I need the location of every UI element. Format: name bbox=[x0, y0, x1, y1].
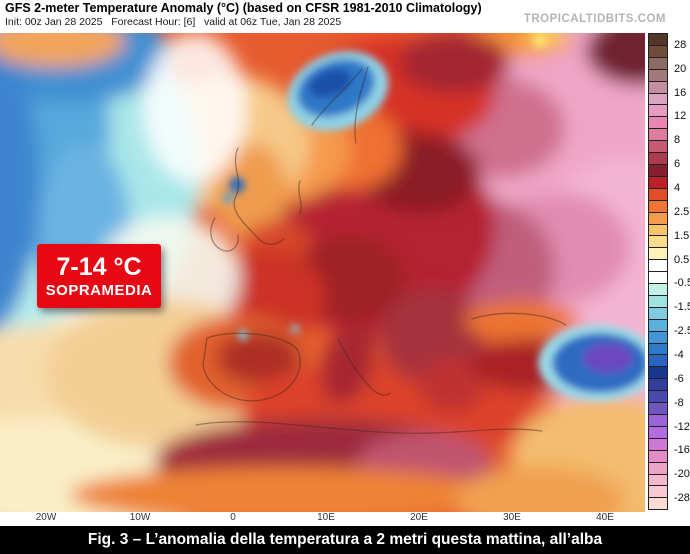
colorbar-segment bbox=[649, 331, 667, 344]
longitude-tick-label: 10E bbox=[317, 512, 335, 523]
colorbar-tick-label: 12 bbox=[674, 110, 687, 123]
temperature-colorbar: 28 20 16 12 8 6 4 2.5 1.5 0.5 -0.5 -1.5 -2.5 -4 -6 -8 -1… bbox=[648, 33, 690, 510]
colorbar-segment bbox=[649, 57, 667, 70]
colorbar-segment bbox=[649, 81, 667, 94]
colorbar-tick-label: 1.5 bbox=[674, 229, 690, 242]
map-title: GFS 2-meter Temperature Anomaly (°C) (ba… bbox=[5, 1, 482, 15]
colorbar-tick-label: 0.5 bbox=[674, 253, 690, 266]
colorbar-segment bbox=[649, 462, 667, 475]
colorbar-segment bbox=[649, 474, 667, 487]
europe-temperature-anomaly-map bbox=[0, 33, 645, 512]
colorbar-segment bbox=[649, 319, 667, 332]
colorbar-segment bbox=[649, 307, 667, 320]
tropicaltidbits-watermark: TROPICALTIDBITS.COM bbox=[523, 13, 666, 25]
colorbar-tick-label: -6 bbox=[674, 372, 684, 385]
colorbar-tick-label: -16 bbox=[674, 444, 690, 457]
colorbar-tick-label: -28 bbox=[674, 492, 690, 505]
colorbar-tick-label: 8 bbox=[674, 134, 681, 147]
colorbar-segment bbox=[649, 176, 667, 189]
colorbar-tick-label: -4 bbox=[674, 348, 684, 361]
colorbar-segment bbox=[649, 486, 667, 499]
colorbar-segment bbox=[649, 153, 667, 165]
colorbar-segment bbox=[649, 284, 667, 296]
colorbar-segment bbox=[649, 93, 667, 106]
colorbar-tick-label: -0.5 bbox=[674, 277, 690, 290]
colorbar-segments bbox=[648, 33, 668, 510]
colorbar-tick-label: 4 bbox=[674, 182, 681, 195]
figure-caption: Fig. 3 – L’anomalia della temperatura a … bbox=[0, 526, 690, 554]
longitude-tick-label: 10W bbox=[129, 512, 151, 523]
longitude-tick-label: 20E bbox=[410, 512, 428, 523]
colorbar-segment bbox=[649, 117, 667, 130]
colorbar-segment bbox=[649, 260, 667, 273]
colorbar-segment bbox=[649, 188, 667, 201]
colorbar-tick-label: -20 bbox=[674, 468, 690, 481]
colorbar-segment bbox=[649, 45, 667, 58]
colorbar-segment bbox=[649, 498, 667, 510]
colorbar-segment bbox=[649, 34, 667, 46]
colorbar-segment bbox=[649, 367, 667, 380]
colorbar-segment bbox=[649, 105, 667, 118]
colorbar-segment bbox=[649, 379, 667, 392]
colorbar-tick-label: 20 bbox=[674, 62, 687, 75]
colorbar-segment bbox=[649, 69, 667, 82]
colorbar-segment bbox=[649, 248, 667, 261]
colorbar-segment bbox=[649, 224, 667, 237]
map-init-valid-line: Init: 00z Jan 28 2025 Forecast Hour: [6]… bbox=[5, 16, 342, 28]
colorbar-tick-label: 16 bbox=[674, 86, 687, 99]
longitude-tick-label: 40E bbox=[596, 512, 614, 523]
colorbar-segment bbox=[649, 450, 667, 463]
colorbar-tick-label: -2.5 bbox=[674, 325, 690, 338]
colorbar-segment bbox=[649, 415, 667, 427]
colorbar-segment bbox=[649, 355, 667, 368]
longitude-tick-label: 0 bbox=[230, 512, 236, 523]
colorbar-segment bbox=[649, 295, 667, 308]
longitude-tick-label: 20W bbox=[35, 512, 57, 523]
colorbar-segment bbox=[649, 129, 667, 142]
colorbar-segment bbox=[649, 438, 667, 451]
anomaly-range-label: 7-14 °C bbox=[56, 253, 142, 282]
colorbar-tick-label: -1.5 bbox=[674, 301, 690, 314]
colorbar-tick-label: 28 bbox=[674, 38, 687, 51]
colorbar-segment bbox=[649, 164, 667, 177]
longitude-axis: 20W 10W 0 10E 20E 30E 40E bbox=[0, 512, 645, 526]
colorbar-tick-label: 6 bbox=[674, 158, 681, 171]
colorbar-segment bbox=[649, 391, 667, 404]
colorbar-segment bbox=[649, 426, 667, 439]
anomaly-sopramedia-label: SOPRAMEDIA bbox=[45, 281, 153, 299]
colorbar-segment bbox=[649, 343, 667, 356]
colorbar-segment bbox=[649, 212, 667, 225]
anomaly-callout-box: 7-14 °C SOPRAMEDIA bbox=[37, 244, 161, 308]
colorbar-segment bbox=[649, 272, 667, 285]
colorbar-segment bbox=[649, 200, 667, 213]
colorbar-segment bbox=[649, 141, 667, 154]
colorbar-tick-label: -8 bbox=[674, 396, 684, 409]
colorbar-tick-label: -12 bbox=[674, 420, 690, 433]
colorbar-tick-label: 2.5 bbox=[674, 205, 690, 218]
longitude-tick-label: 30E bbox=[503, 512, 521, 523]
colorbar-segment bbox=[649, 403, 667, 415]
colorbar-segment bbox=[649, 236, 667, 249]
